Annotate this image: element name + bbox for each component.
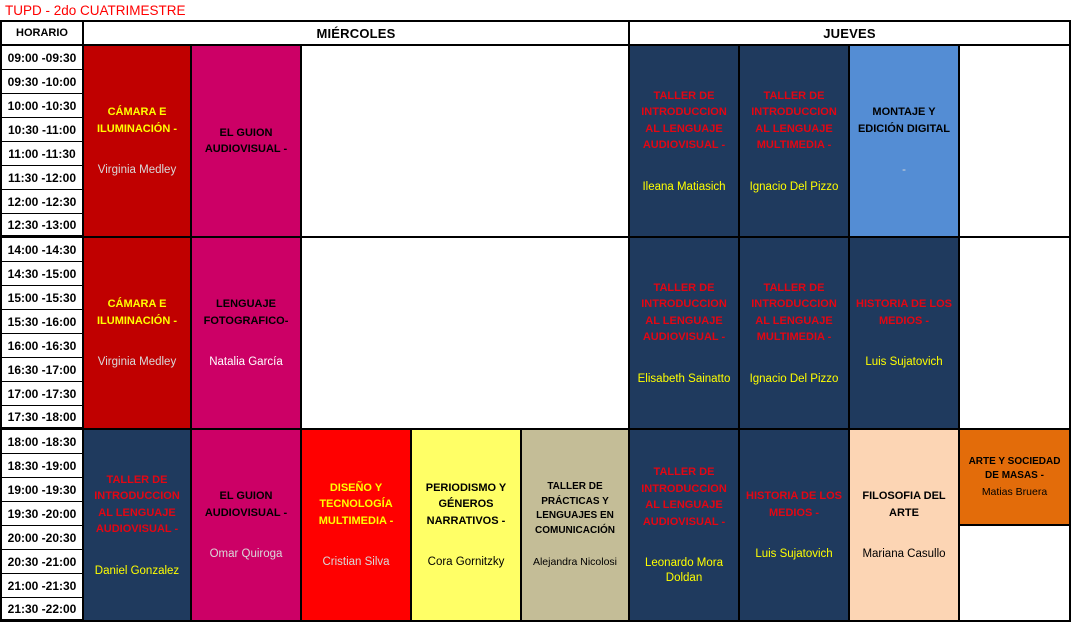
time-slot-cell: 19:30 -20:00 [2, 502, 84, 526]
time-slot-cell: 16:30 -17:00 [2, 358, 84, 382]
time-slot-cell: 15:30 -16:00 [2, 310, 84, 334]
course-title: TALLER DE INTRODUCCION AL LENGUAJE MULTI… [751, 89, 837, 152]
course-title: HISTORIA DE LOS MEDIOS - [856, 298, 952, 327]
time-slot-cell: 15:00 -15:30 [2, 286, 84, 310]
time-slot-cell: 17:00 -17:30 [2, 382, 84, 406]
course-title: HISTORIA DE LOS MEDIOS - [746, 490, 842, 519]
time-slot-cell: 14:30 -15:00 [2, 262, 84, 286]
header-jueves: JUEVES [630, 22, 1071, 46]
teacher-name: Luis Sujatovich [755, 548, 833, 561]
course-title: DISEÑO Y TECNOLOGÍA MULTIMEDIA - [318, 481, 394, 527]
teacher-name: Ignacio Del Pizzo [749, 372, 839, 385]
course-title: TALLER DE INTRODUCCION AL LENGUAJE AUDIO… [641, 89, 727, 152]
course-title: TALLER DE PRÁCTICAS Y LENGUAJES EN COMUN… [535, 481, 615, 536]
time-slot-cell: 12:30 -13:00 [2, 214, 84, 238]
time-slot-cell: 17:30 -18:00 [2, 406, 84, 430]
thu-evening-arte-y-sociedad-de-masas: ARTE Y SOCIEDAD DE MASAS - Matias Bruera [960, 430, 1071, 526]
thu-afternoon-empty [960, 238, 1071, 430]
time-slot-cell: 20:30 -21:00 [2, 550, 84, 574]
thu-afternoon-taller-intro-audiovisual: TALLER DE INTRODUCCION AL LENGUAJE AUDIO… [630, 238, 740, 430]
wed-morning-el-guion-audiovisual: EL GUION AUDIOVISUAL - [192, 46, 302, 238]
teacher-name: Leonardo Mora Doldan [645, 557, 723, 584]
course-title: TALLER DE INTRODUCCION AL LENGUAJE AUDIO… [641, 281, 727, 344]
time-slot-cell: 09:30 -10:00 [2, 70, 84, 94]
time-slot-cell: 14:00 -14:30 [2, 238, 84, 262]
thu-afternoon-historia-de-los-medios: HISTORIA DE LOS MEDIOS - Luis Sujatovich [850, 238, 960, 430]
time-slot-cell: 10:00 -10:30 [2, 94, 84, 118]
wed-morning-camara-iluminacion: CÁMARA E ILUMINACIÓN - Virginia Medley [84, 46, 192, 238]
course-title: TALLER DE INTRODUCCION AL LENGUAJE MULTI… [751, 281, 837, 344]
teacher-name: - [902, 164, 906, 177]
wed-afternoon-empty [302, 238, 630, 430]
time-slot-cell: 10:30 -11:00 [2, 118, 84, 142]
course-title: MONTAJE Y EDICIÓN DIGITAL [857, 106, 951, 135]
schedule-grid: HORARIO MIÉRCOLES JUEVES 09:00 -09:30 09:… [0, 20, 1071, 622]
wed-morning-empty [302, 46, 630, 238]
wed-evening-periodismo-generos-narrativos: PERIODISMO Y GÉNEROS NARRATIVOS - Cora Go… [412, 430, 522, 622]
time-slot-cell: 20:00 -20:30 [2, 526, 84, 550]
teacher-name: Ileana Matiasich [642, 180, 726, 193]
time-slot-cell: 19:00 -19:30 [2, 478, 84, 502]
teacher-name: Omar Quiroga [209, 548, 283, 561]
thu-morning-montaje-edicion-digital: MONTAJE Y EDICIÓN DIGITAL - [850, 46, 960, 238]
teacher-name: Natalia García [209, 356, 283, 369]
wed-evening-taller-intro-audiovisual: TALLER DE INTRODUCCION AL LENGUAJE AUDIO… [84, 430, 192, 622]
header-miercoles: MIÉRCOLES [84, 22, 630, 46]
teacher-name: Mariana Casullo [862, 548, 946, 561]
course-title: CÁMARA E ILUMINACIÓN - [96, 298, 178, 327]
thu-evening-taller-intro-audiovisual: TALLER DE INTRODUCCION AL LENGUAJE AUDIO… [630, 430, 740, 622]
time-slot-cell: 18:30 -19:00 [2, 454, 84, 478]
teacher-name: Daniel Gonzalez [94, 564, 180, 577]
time-slot-cell: 21:30 -22:00 [2, 598, 84, 622]
course-title: ARTE Y SOCIEDAD DE MASAS - [968, 455, 1061, 482]
wed-evening-diseno-tecnologia-multimedia: DISEÑO Y TECNOLOGÍA MULTIMEDIA - Cristian… [302, 430, 412, 622]
wed-evening-el-guion-audiovisual: EL GUION AUDIOVISUAL - Omar Quiroga [192, 430, 302, 622]
teacher-name: Matias Bruera [981, 485, 1048, 498]
time-slot-cell: 21:00 -21:30 [2, 574, 84, 598]
course-title: LENGUAJE FOTOGRAFICO- [203, 298, 289, 327]
time-slot-cell: 18:00 -18:30 [2, 430, 84, 454]
teacher-name: Cora Gornitzky [427, 556, 505, 569]
course-title: EL GUION AUDIOVISUAL - [204, 490, 288, 519]
wed-afternoon-camara-iluminacion: CÁMARA E ILUMINACIÓN - Virginia Medley [84, 238, 192, 430]
teacher-name: Elisabeth Sainatto [637, 372, 731, 385]
teacher-name: Virginia Medley [97, 356, 177, 369]
page-title: TUPD - 2do CUATRIMESTRE [5, 2, 186, 18]
thu-evening-empty [960, 526, 1071, 622]
teacher-name: Ignacio Del Pizzo [749, 180, 839, 193]
header-horario: HORARIO [2, 22, 84, 46]
thu-morning-taller-intro-audiovisual: TALLER DE INTRODUCCION AL LENGUAJE AUDIO… [630, 46, 740, 238]
course-title: EL GUION AUDIOVISUAL - [204, 126, 288, 156]
thu-evening-filosofia-del-arte: FILOSOFIA DEL ARTE Mariana Casullo [850, 430, 960, 622]
time-slot-cell: 16:00 -16:30 [2, 334, 84, 358]
course-title: FILOSOFIA DEL ARTE [862, 490, 946, 519]
time-slot-cell: 11:30 -12:00 [2, 166, 84, 190]
course-title: PERIODISMO Y GÉNEROS NARRATIVOS - [425, 481, 507, 527]
course-title: TALLER DE INTRODUCCION AL LENGUAJE AUDIO… [641, 466, 727, 528]
course-title: TALLER DE INTRODUCCION AL LENGUAJE AUDIO… [94, 473, 180, 536]
time-slot-cell: 12:00 -12:30 [2, 190, 84, 214]
teacher-name: Luis Sujatovich [865, 356, 943, 369]
thu-afternoon-taller-intro-multimedia: TALLER DE INTRODUCCION AL LENGUAJE MULTI… [740, 238, 850, 430]
wed-evening-taller-practicas-lenguajes: TALLER DE PRÁCTICAS Y LENGUAJES EN COMUN… [522, 430, 630, 622]
thu-morning-taller-intro-multimedia: TALLER DE INTRODUCCION AL LENGUAJE MULTI… [740, 46, 850, 238]
teacher-name: Cristian Silva [322, 556, 390, 569]
course-title: CÁMARA E ILUMINACIÓN - [96, 106, 178, 135]
time-slot-cell: 09:00 -09:30 [2, 46, 84, 70]
thu-morning-empty [960, 46, 1071, 238]
teacher-name: Alejandra Nicolosi [532, 556, 618, 569]
wed-afternoon-lenguaje-fotografico: LENGUAJE FOTOGRAFICO- Natalia García [192, 238, 302, 430]
teacher-name: Virginia Medley [97, 164, 177, 177]
time-slot-cell: 11:00 -11:30 [2, 142, 84, 166]
thu-evening-historia-de-los-medios: HISTORIA DE LOS MEDIOS - Luis Sujatovich [740, 430, 850, 622]
